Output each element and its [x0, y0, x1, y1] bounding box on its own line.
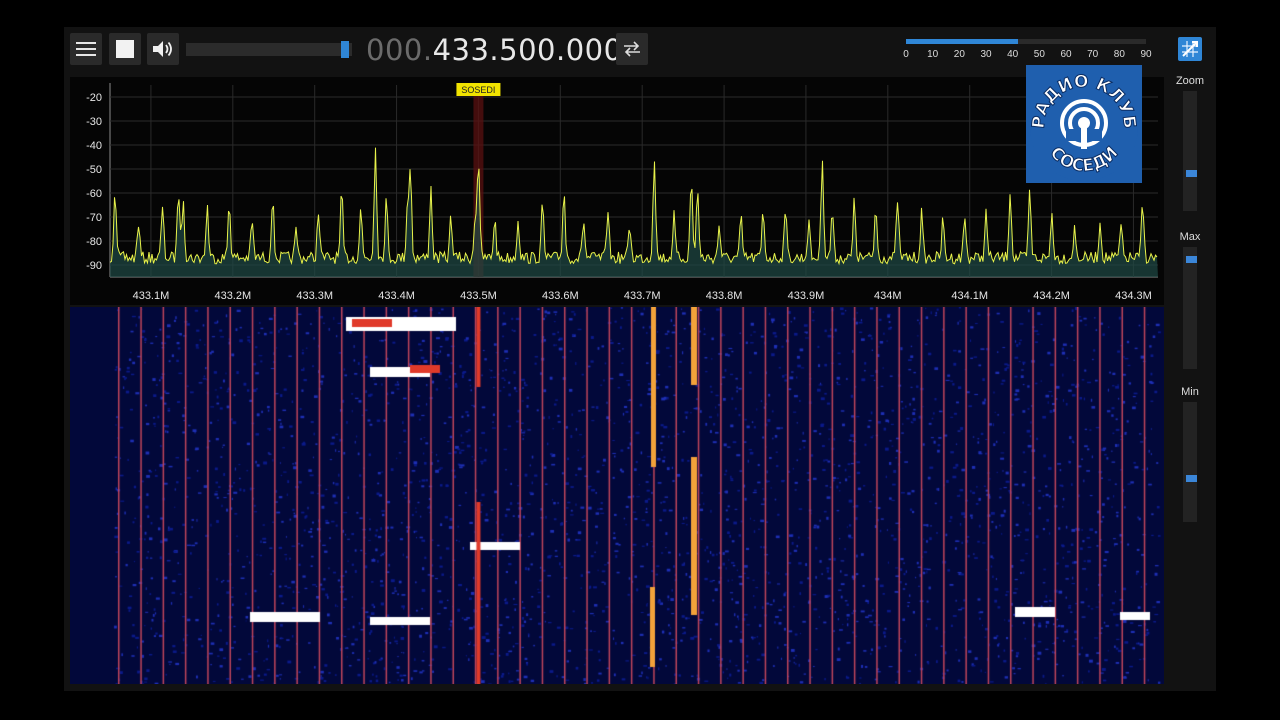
- db-tick-label: -50: [86, 164, 102, 176]
- zoom-slider-track[interactable]: [1183, 91, 1197, 211]
- snr-scale-tick: 60: [1060, 49, 1072, 60]
- freq-tick-label: 434M: [874, 290, 902, 302]
- toolbar: 000.433.500.000 0 10 20 30 40 50 60 70 80 90: [64, 27, 1216, 75]
- min-slider-thumb[interactable]: [1186, 475, 1197, 483]
- snr-meter-fill: [906, 39, 1018, 44]
- db-tick-label: -20: [86, 92, 102, 104]
- db-tick-label: -40: [86, 140, 102, 152]
- max-slider-thumb[interactable]: [1186, 256, 1197, 264]
- freq-tick-label: 433.6M: [542, 290, 579, 302]
- frequency-display[interactable]: 000.433.500.000: [366, 33, 623, 67]
- snr-meter-scale: 0 10 20 30 40 50 60 70 80 90: [903, 49, 1152, 65]
- menu-button[interactable]: [70, 33, 102, 65]
- swap-arrows-icon: [624, 41, 640, 57]
- speaker-icon: [153, 41, 172, 57]
- db-tick-label: -90: [86, 260, 102, 272]
- snr-scale-tick: 0: [903, 49, 909, 60]
- mute-button[interactable]: [147, 33, 179, 65]
- display-controls: Zoom Max Min: [1168, 73, 1212, 533]
- freq-tick-label: 433.5M: [460, 290, 497, 302]
- hamburger-menu-icon: [76, 42, 96, 56]
- min-label: Min: [1181, 386, 1199, 398]
- min-slider-track[interactable]: [1183, 402, 1197, 522]
- snr-scale-tick: 80: [1113, 49, 1125, 60]
- freq-tick-label: 434.1M: [951, 290, 988, 302]
- radio-club-logo: РАДИО КЛУБ СОСЕДИ: [1026, 65, 1142, 183]
- max-label: Max: [1179, 231, 1201, 243]
- db-tick-label: -80: [86, 236, 102, 248]
- waterfall-panel[interactable]: [70, 307, 1164, 684]
- snr-scale-tick: 50: [1033, 49, 1045, 60]
- snr-scale-tick: 70: [1087, 49, 1099, 60]
- stop-button[interactable]: [109, 33, 141, 65]
- freq-tick-label: 433.1M: [133, 290, 170, 302]
- waterfall-canvas[interactable]: [70, 307, 1164, 684]
- db-tick-label: -30: [86, 116, 102, 128]
- zoom-label: Zoom: [1175, 75, 1205, 87]
- stop-icon: [116, 40, 134, 58]
- volume-slider-track[interactable]: [186, 43, 352, 56]
- snr-scale-tick: 10: [927, 49, 939, 60]
- spectrum-panel[interactable]: -20 -30 -40 -50 -60 -70 -80 -90 433.1M 433.2M 433.…: [70, 77, 1164, 305]
- spectrum-trace: [109, 147, 1158, 266]
- snr-scale-tick: 30: [980, 49, 992, 60]
- bookmark-label[interactable]: SOSEDI: [461, 85, 495, 95]
- snr-scale-tick: 20: [953, 49, 965, 60]
- freq-tick-label: 434.2M: [1033, 290, 1070, 302]
- spectrum-plot[interactable]: -20 -30 -40 -50 -60 -70 -80 -90 433.1M 433.2M 433.…: [70, 77, 1164, 305]
- max-slider-track[interactable]: [1183, 247, 1197, 369]
- snr-meter-bar: [906, 39, 1146, 44]
- spectrum-fill: [110, 147, 1158, 277]
- snr-scale-tick: 40: [1007, 49, 1019, 60]
- snr-scale-tick: 90: [1140, 49, 1152, 60]
- freq-tick-label: 433.3M: [296, 290, 333, 302]
- frequency-leading-digits[interactable]: 000.: [366, 33, 433, 67]
- zoom-grid-icon: [1182, 41, 1198, 57]
- swap-button[interactable]: [616, 33, 648, 65]
- zoom-grid-button[interactable]: [1178, 37, 1202, 61]
- freq-tick-label: 433.9M: [788, 290, 825, 302]
- db-tick-label: -60: [86, 188, 102, 200]
- freq-tick-label: 433.4M: [378, 290, 415, 302]
- freq-tick-label: 433.8M: [706, 290, 743, 302]
- freq-tick-label: 433.2M: [214, 290, 251, 302]
- antenna-icon: [1060, 99, 1108, 149]
- frequency-digits[interactable]: 433.500.000: [432, 33, 623, 67]
- zoom-slider-thumb[interactable]: [1186, 170, 1197, 178]
- snr-meter: 0 10 20 30 40 50 60 70 80 90: [903, 37, 1152, 65]
- freq-tick-label: 434.3M: [1115, 290, 1152, 302]
- radio-club-logo-image: РАДИО КЛУБ СОСЕДИ: [1028, 71, 1140, 181]
- db-tick-label: -70: [86, 212, 102, 224]
- volume-slider-thumb[interactable]: [341, 41, 350, 58]
- freq-tick-label: 433.7M: [624, 290, 661, 302]
- bookmark-tag[interactable]: [456, 83, 501, 96]
- sdr-app-window: 000.433.500.000 0 10 20 30 40 50 60 70 80 90 -20-…: [64, 27, 1216, 691]
